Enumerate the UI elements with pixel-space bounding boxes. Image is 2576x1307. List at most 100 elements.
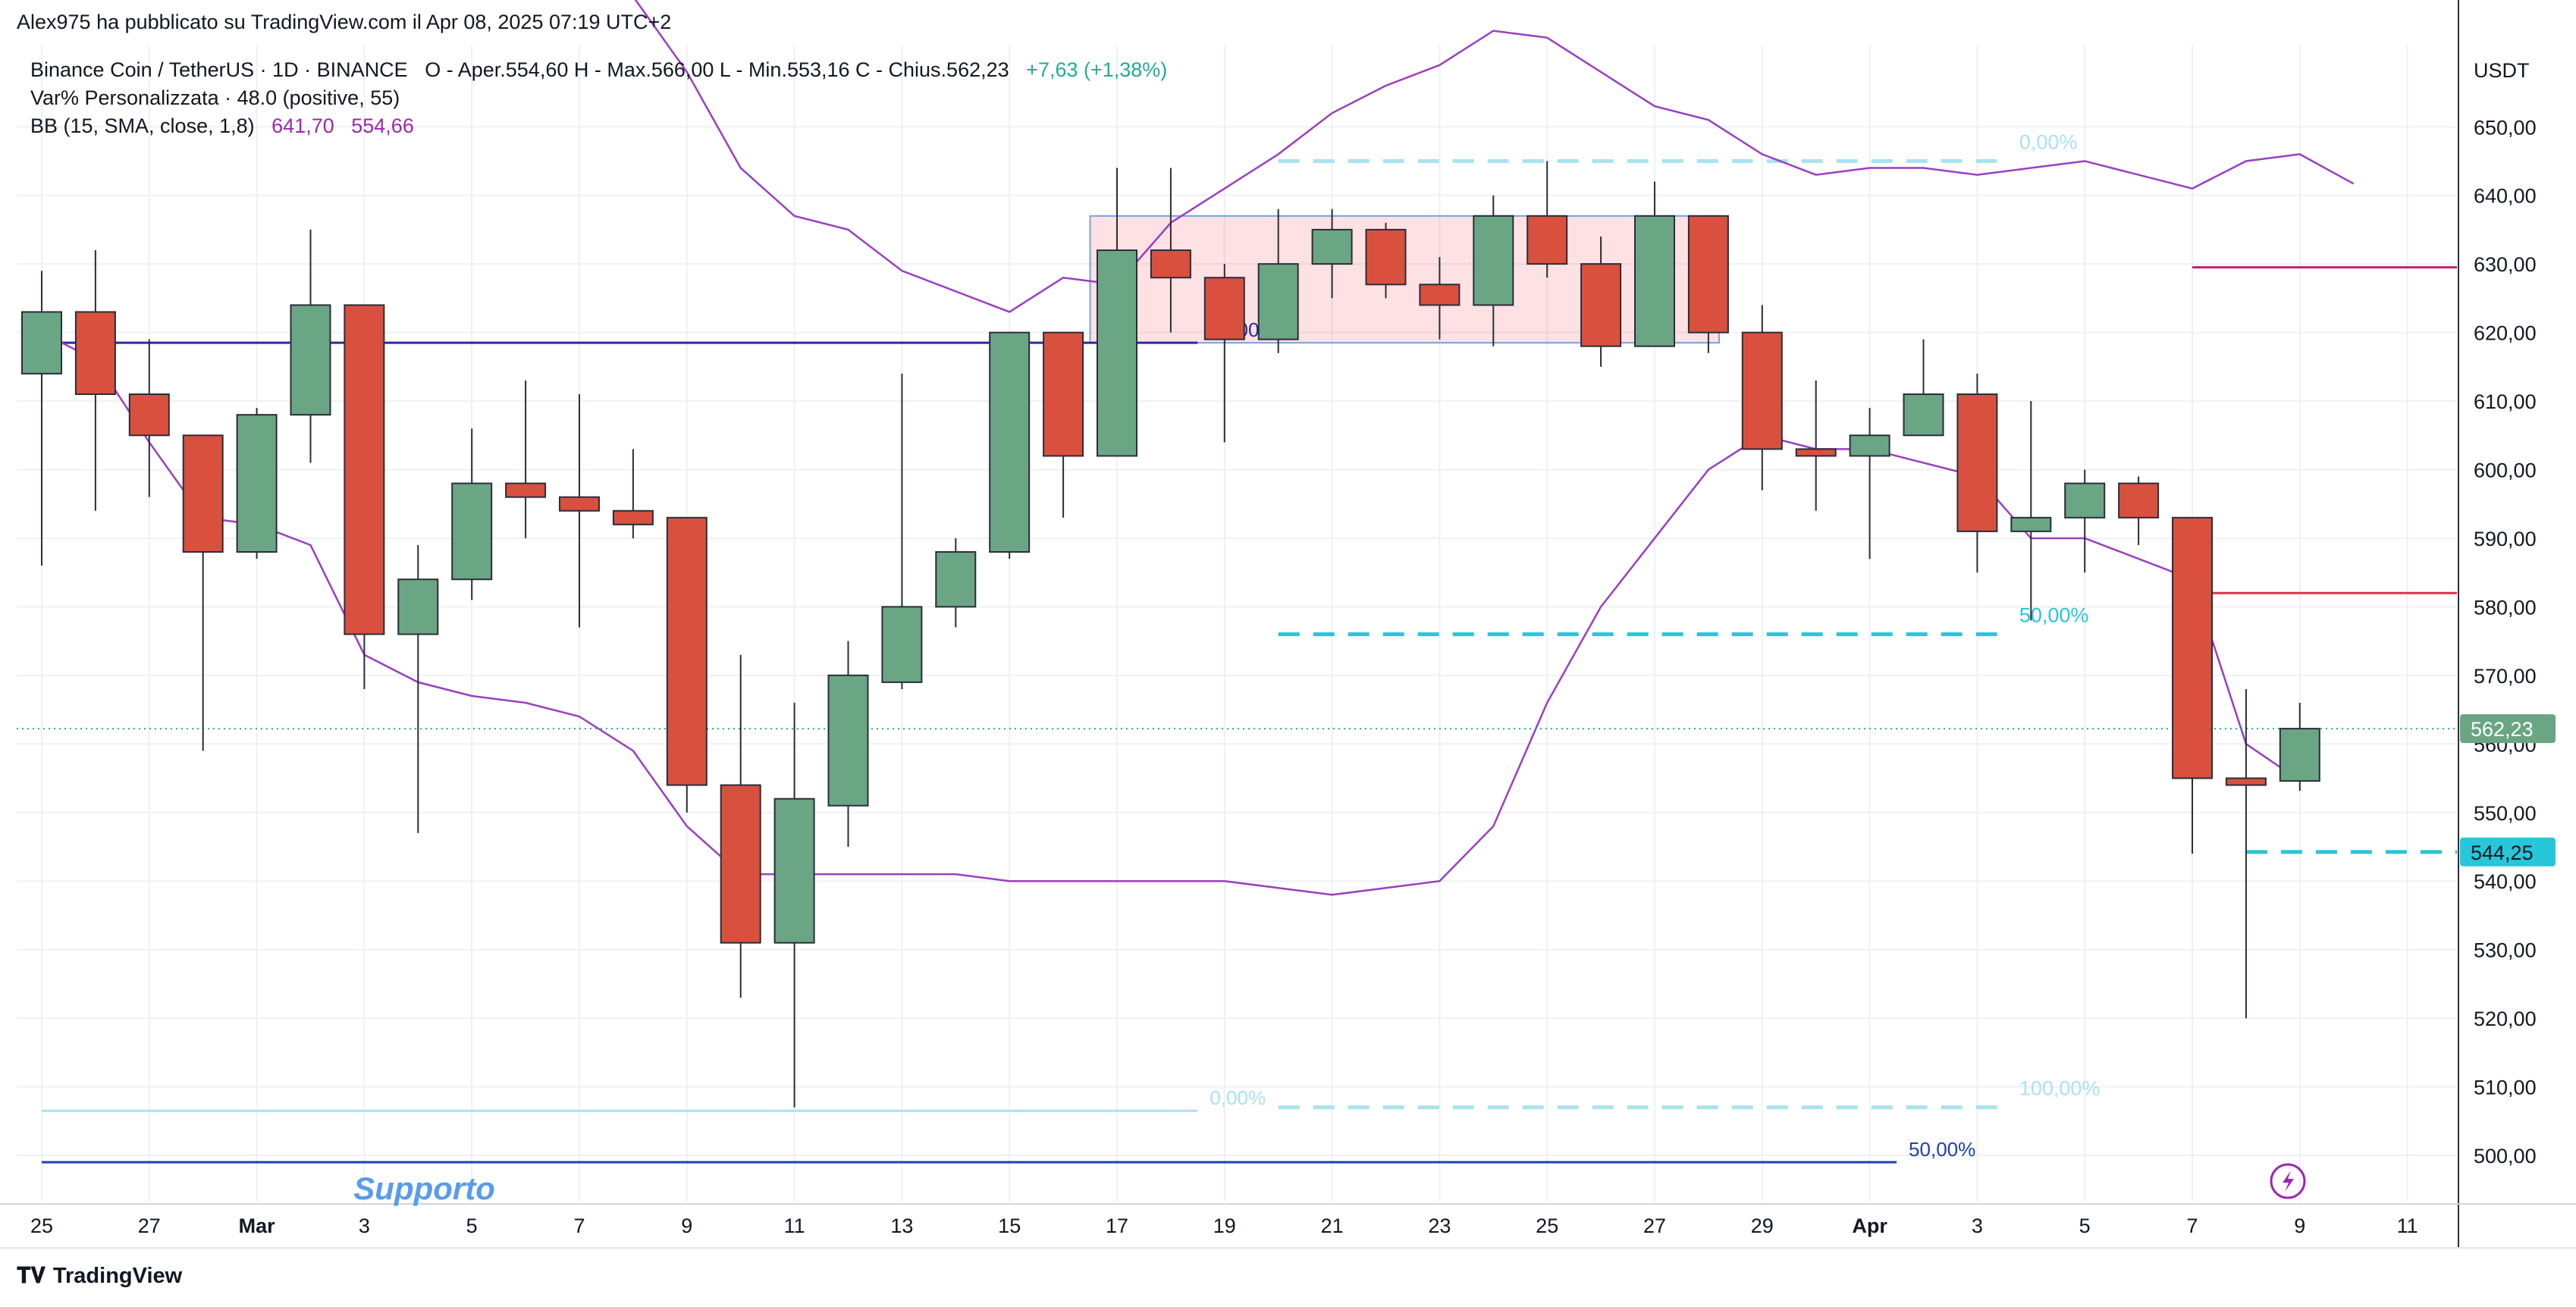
indicator-var-row[interactable]: Var% Personalizzata · 48.0 (positive, 55…	[30, 84, 1167, 112]
y-tick-label-1: 510,00	[2474, 1077, 2537, 1099]
marker-price-badge	[2460, 837, 2556, 867]
x-tick-label-20: 7	[2186, 1215, 2198, 1237]
candle-body-0	[21, 311, 62, 375]
x-tick-label-14: 25	[1536, 1215, 1558, 1237]
candle-body-2	[128, 393, 170, 437]
candle-body-20	[1097, 249, 1137, 457]
candle-body-16	[881, 606, 923, 683]
x-tick-label-12: 21	[1321, 1215, 1344, 1237]
last-price-badge	[2460, 714, 2556, 744]
candle-body-32	[1741, 331, 1783, 450]
y-tick-label-12: 620,00	[2474, 322, 2537, 345]
candle-body-18	[989, 331, 1031, 553]
bb-upper-value: 641,70	[271, 114, 334, 137]
y-tick-label-14: 640,00	[2474, 185, 2537, 208]
ohlc-values: O - Aper.554,60 H - Max.566,00 L - Min.5…	[425, 58, 1009, 81]
y-tick-label-5: 550,00	[2474, 802, 2537, 825]
candle-body-38	[2064, 482, 2106, 519]
candle-body-7	[397, 578, 439, 635]
candle-body-26	[1419, 284, 1461, 306]
lightning-icon	[2270, 1163, 2306, 1199]
candle-body-19	[1043, 331, 1084, 457]
marker-price-badge-label: 544,25	[2471, 842, 2534, 864]
candle-body-17	[935, 551, 977, 608]
candle-body-5	[290, 304, 331, 416]
candle-body-10	[559, 496, 600, 512]
x-tick-label-13: 23	[1428, 1215, 1451, 1237]
x-tick-label-2: Mar	[239, 1215, 276, 1237]
x-tick-label-18: 3	[1972, 1215, 1983, 1237]
y-tick-label-4: 540,00	[2474, 870, 2537, 893]
candle-body-31	[1687, 215, 1729, 334]
candle-body-15	[827, 674, 869, 807]
tradingview-logo-icon: 𝐓𝐕	[17, 1264, 45, 1288]
candle-body-3	[182, 434, 224, 553]
support-annotation: Supporto	[353, 1171, 495, 1206]
candle-body-34	[1849, 434, 1890, 457]
candle-body-22	[1203, 277, 1245, 340]
y-tick-label-9: 590,00	[2474, 528, 2537, 550]
dashed-line-label-0: 0,00%	[2019, 130, 2078, 153]
x-tick-label-1: 27	[138, 1215, 161, 1237]
horizontal-line-label-1: 0,00%	[1210, 1086, 1266, 1109]
indicator-bb-row[interactable]: BB (15, SMA, close, 1,8) 641,70 554,66	[30, 112, 1167, 140]
candle-body-40	[2172, 516, 2213, 779]
x-tick-label-0: 25	[30, 1215, 53, 1237]
bb-upper-band	[634, 0, 2355, 313]
y-tick-label-7: 570,00	[2474, 665, 2537, 688]
candle-body-29	[1580, 263, 1622, 347]
bb-label: BB (15, SMA, close, 1,8)	[30, 114, 255, 137]
footer-brand[interactable]: 𝐓𝐕 TradingView	[17, 1264, 182, 1289]
candle-body-9	[505, 482, 547, 498]
candle-body-8	[451, 482, 493, 581]
candle-body-28	[1526, 215, 1568, 265]
dashed-line-label-2: 100,00%	[2019, 1077, 2101, 1100]
y-tick-label-11: 610,00	[2474, 390, 2537, 413]
candle-body-1	[74, 311, 116, 396]
x-tick-label-6: 9	[681, 1215, 692, 1237]
candle-body-4	[236, 414, 278, 553]
candle-body-33	[1795, 448, 1837, 457]
indicator-var-label: Var% Personalizzata · 48.0 (positive, 55…	[30, 86, 400, 109]
candle-body-25	[1365, 228, 1407, 286]
brand-name: TradingView	[52, 1264, 183, 1288]
y-tick-label-10: 600,00	[2474, 459, 2537, 482]
candle-body-21	[1150, 249, 1191, 279]
x-tick-label-3: 3	[359, 1215, 370, 1237]
candle-body-23	[1257, 263, 1299, 340]
x-tick-label-9: 15	[998, 1215, 1021, 1237]
publish-header: Alex975 ha pubblicato su TradingView.com…	[17, 11, 672, 33]
y-tick-label-8: 580,00	[2474, 596, 2537, 619]
candle-body-37	[2010, 516, 2052, 532]
x-tick-label-22: 11	[2397, 1215, 2418, 1237]
candle-body-39	[2118, 482, 2160, 519]
candle-body-42	[2279, 728, 2320, 782]
candle-body-35	[1903, 393, 1944, 437]
x-tick-label-8: 13	[890, 1215, 913, 1237]
x-tick-label-5: 7	[573, 1215, 585, 1237]
x-tick-label-4: 5	[466, 1215, 478, 1237]
dashed-line-label-1: 50,00%	[2019, 604, 2089, 627]
x-tick-label-21: 9	[2294, 1215, 2305, 1237]
last-price-badge-label: 562,23	[2471, 718, 2534, 741]
x-tick-label-11: 19	[1213, 1215, 1236, 1237]
symbol-row[interactable]: Binance Coin / TetherUS · 1D · BINANCE O…	[30, 56, 1167, 84]
candle-body-41	[2225, 777, 2267, 786]
bb-lower-value: 554,66	[351, 114, 414, 137]
lightning-bolt-icon	[2283, 1171, 2294, 1192]
candle-body-11	[612, 509, 654, 525]
x-tick-label-15: 27	[1643, 1215, 1666, 1237]
x-tick-label-19: 5	[2079, 1215, 2091, 1237]
candle-body-13	[720, 784, 761, 944]
currency-label[interactable]: USDT	[2474, 59, 2530, 82]
x-tick-label-7: 11	[784, 1215, 805, 1237]
candle-body-24	[1311, 228, 1353, 265]
candle-body-36	[1956, 393, 1998, 532]
candle-body-6	[344, 304, 385, 635]
x-tick-label-10: 17	[1106, 1215, 1128, 1237]
horizontal-line-label-2: 50,00%	[1909, 1138, 1975, 1161]
candle-body-12	[666, 516, 708, 786]
y-tick-label-13: 630,00	[2474, 253, 2537, 276]
candle-body-30	[1634, 215, 1675, 347]
